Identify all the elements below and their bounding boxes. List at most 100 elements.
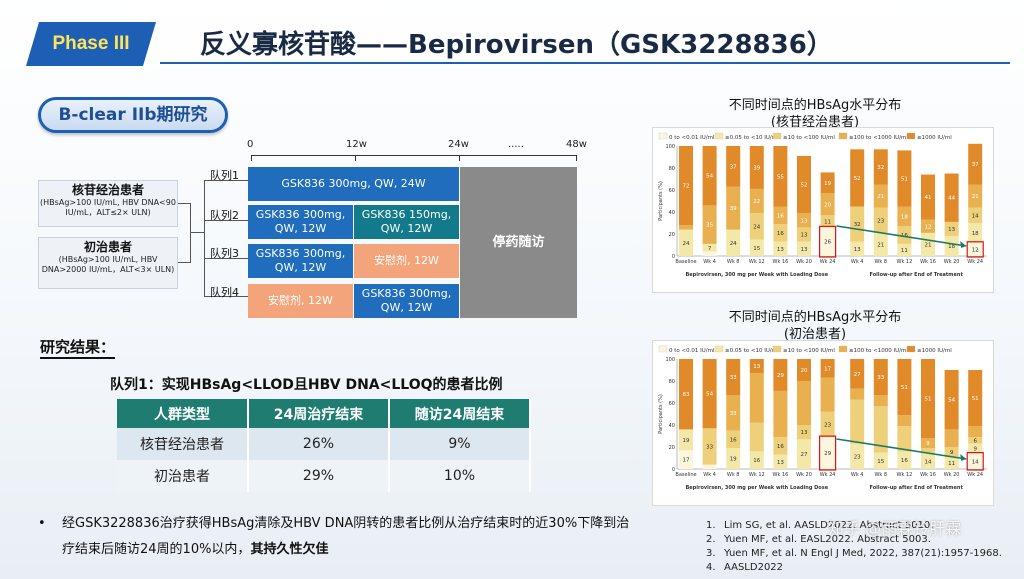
- data-label: 16: [777, 444, 784, 450]
- bar-segment: [749, 373, 764, 423]
- data-label: 12: [925, 224, 932, 230]
- chart-2-panel: 0 to <0.01 IU/ml ≥0.05 to <10 IU/ml ≥10 to…: [652, 340, 994, 506]
- data-label: 33: [730, 411, 737, 417]
- data-label: 24: [683, 241, 690, 247]
- chart-1-panel: 0 to <0.01 IU/ml ≥0.05 to <10 IU/ml ≥10 to…: [652, 127, 994, 293]
- bar-segment: [968, 370, 983, 427]
- bar-segment: [797, 227, 811, 242]
- legend-swatch: [658, 345, 668, 353]
- bar-segment: [820, 227, 835, 256]
- data-label: 7: [708, 246, 712, 252]
- timeline-axis: [251, 155, 577, 156]
- column-header: 人群类型: [117, 399, 249, 428]
- x-tick-label: Wk 4: [851, 259, 864, 265]
- bar-segment: [797, 213, 811, 228]
- cohort-1-label: 队列1: [210, 169, 239, 182]
- title-divider: [160, 62, 1010, 64]
- trend-arrow: [836, 438, 967, 460]
- bar-segment: [702, 205, 717, 244]
- chart-2-svg: 0 to <0.01 IU/ml ≥0.05 to <10 IU/ml ≥10 to…: [658, 345, 987, 491]
- data-label: 21: [877, 194, 884, 200]
- bar-segment: [749, 451, 764, 469]
- bar-segment: [702, 243, 717, 252]
- cohort-2-arm-a: GSK836 300mg, QW, 12W: [248, 205, 353, 239]
- table-row: 初治患者 29% 10%: [117, 460, 532, 492]
- x-tick-label: Wk 20: [944, 472, 960, 478]
- bar-segment: [820, 193, 835, 216]
- bar-segment: [897, 226, 912, 244]
- tick-dots: .....: [508, 139, 524, 150]
- y-tick-label: 100: [665, 144, 675, 150]
- bar-segment: [749, 188, 764, 214]
- cohort-2-arm-b: GSK836 150mg, QW, 12W: [354, 205, 459, 239]
- y-tick-label: 0: [672, 254, 675, 260]
- results-table: 人群类型 24周治疗结束 随访24周结束 核苷经治患者 26% 9% 初治患者 …: [117, 399, 532, 492]
- bar-segment: [820, 411, 835, 438]
- data-label: 54: [706, 392, 713, 398]
- patient-group-naive: 初治患者 (HBsAg>100 IU/mL, HBV DNA>2000 IU/m…: [38, 237, 178, 289]
- cohort-2-label: 队列2: [210, 209, 239, 222]
- bar-segment: [820, 215, 835, 228]
- data-label: 15: [877, 459, 884, 465]
- data-label: 37: [972, 162, 979, 168]
- bar-segment: [944, 447, 959, 457]
- data-label: 12: [972, 247, 979, 253]
- tickmark: [576, 155, 577, 161]
- data-label: 18: [972, 231, 979, 237]
- bar-segment: [749, 213, 764, 240]
- legend-label: ≥100 to <1000 IU/ml: [849, 135, 908, 141]
- bar-segment: [944, 236, 959, 256]
- table-cell: 初治患者: [117, 460, 249, 492]
- bar-segment: [968, 437, 983, 444]
- x-tick-label: Wk 4: [851, 472, 864, 478]
- x-tick-label: Wk 8: [727, 259, 740, 265]
- tickmark: [251, 155, 252, 161]
- bar-segment: [773, 224, 788, 242]
- data-label: 29: [824, 451, 831, 457]
- bar-segment: [749, 239, 764, 256]
- connector: [204, 180, 205, 296]
- data-label: 51: [901, 385, 908, 391]
- bar-segment: [797, 381, 811, 425]
- watermark: 知乎 @雨霖铃肝霖: [828, 519, 962, 538]
- data-label: 13: [801, 430, 808, 436]
- data-label: 51: [925, 397, 932, 403]
- data-label: 16: [777, 231, 784, 237]
- bar-segment: [921, 232, 935, 256]
- bar-segment: [873, 149, 888, 185]
- legend-swatch: [906, 345, 916, 353]
- ref-text: AASLD2022: [724, 562, 784, 573]
- data-label: 16: [901, 458, 908, 464]
- tickmark: [355, 155, 356, 161]
- y-tick-label: 0: [672, 467, 675, 473]
- data-label: 26: [824, 240, 831, 246]
- table-row: 核苷经治患者 26% 9%: [117, 428, 532, 460]
- ref-text: Lim SG, et al. AASLD2022. Abstract 5010.: [724, 520, 934, 531]
- x-tick-label: Wk 8: [874, 472, 887, 478]
- bar-segment: [773, 390, 788, 438]
- bar-segment: [702, 251, 717, 256]
- data-label: 72: [683, 184, 690, 190]
- patient-group-heading: 初治患者: [83, 240, 132, 254]
- data-label: 33: [877, 375, 884, 381]
- legend-swatch: [838, 132, 848, 140]
- connector: [178, 262, 190, 263]
- cohort-3-label: 队列3: [210, 247, 239, 260]
- tick-0: 0: [247, 139, 254, 150]
- reference-item: 4. AASLD2022: [706, 561, 1002, 575]
- x-tick-label: Wk 20: [796, 259, 812, 265]
- chart-1-svg: 0 to <0.01 IU/ml ≥0.05 to <10 IU/ml ≥10 to…: [658, 132, 987, 278]
- legend-swatch: [906, 132, 916, 140]
- bar-segment: [897, 415, 912, 427]
- data-label: 15: [753, 246, 760, 252]
- results-heading: 研究结果：: [40, 336, 116, 359]
- y-tick-label: 80: [669, 379, 675, 385]
- table-cell: 10%: [388, 460, 532, 492]
- bar-segment: [968, 242, 983, 256]
- y-tick-label: 60: [669, 188, 675, 194]
- bar-segment: [873, 452, 888, 469]
- legend-swatch: [658, 132, 668, 140]
- cohort-4-label: 队列4: [210, 286, 239, 299]
- study-badge-label: B-clear IIb期研究: [58, 105, 208, 125]
- bar-segment: [797, 425, 811, 440]
